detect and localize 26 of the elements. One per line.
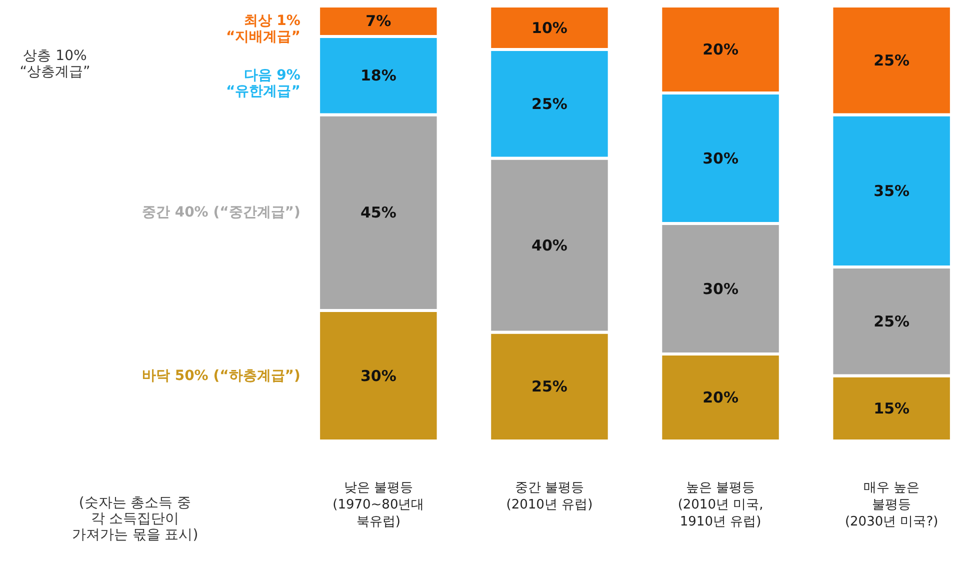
text: (숫자는 총소득 중 각 소득집단이 가져가는 몫을 표시) [72, 495, 198, 543]
data-label: 30% [360, 366, 396, 385]
data-label: 30% [702, 149, 738, 168]
data-label: 25% [532, 378, 568, 396]
data-label: 25% [874, 312, 910, 330]
series-label: 중간 40% (“중간계급”) [142, 204, 300, 221]
x-tick-label: 높은 불평등 (2010년 미국, 1910년 유럽) [678, 480, 764, 530]
data-label: 40% [532, 236, 568, 254]
data-label: 20% [702, 40, 738, 58]
x-tick-label: 낮은 불평등 (1970~80년대 북유럽) [332, 480, 424, 530]
x-tick-label: 중간 불평등 (2010년 유럽) [506, 480, 593, 512]
data-label: 25% [532, 94, 568, 113]
data-label: 15% [874, 399, 910, 418]
text: 상층 10% “상층계급” [20, 48, 90, 80]
series-label: 다음 9% “유한계급” [226, 68, 300, 100]
data-label: 45% [360, 204, 396, 222]
data-label: 18% [360, 66, 396, 85]
series-label: 최상 1% “지배계급” [226, 13, 300, 46]
data-label: 25% [874, 51, 910, 70]
data-label: 35% [874, 182, 910, 200]
data-label: 30% [702, 280, 738, 298]
data-label: 10% [532, 18, 568, 37]
data-label: 20% [702, 388, 738, 406]
data-label: 7% [366, 12, 392, 30]
series-label: 바닥 50% (“하층계급”) [142, 368, 300, 384]
x-tick-label: 매우 높은 불평등 (2030년 미국?) [844, 480, 938, 530]
